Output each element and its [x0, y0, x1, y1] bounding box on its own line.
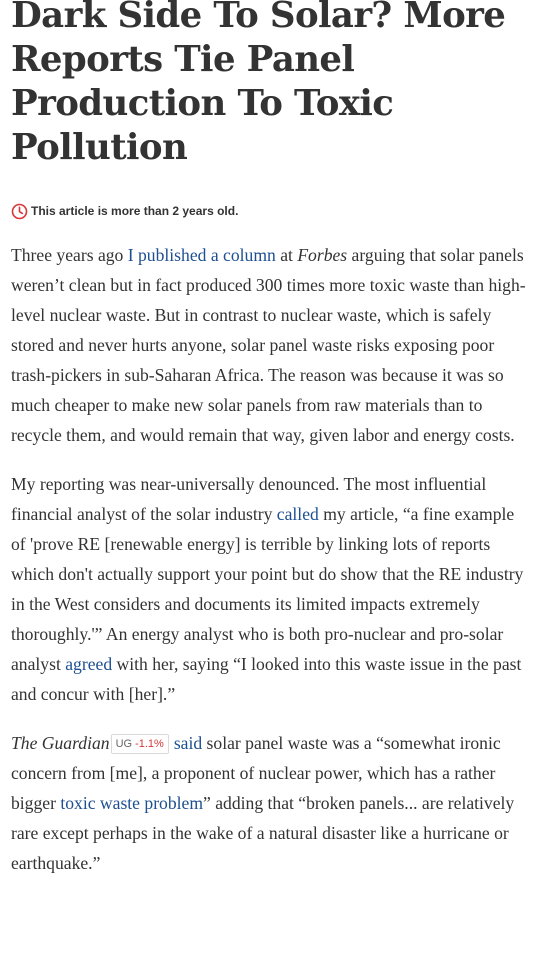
ticker-symbol: UG [115, 738, 133, 750]
headline-line-3: Production To Toxic [11, 83, 394, 124]
p2-text-2: my article, “a fine example of 'prove RE… [11, 504, 524, 674]
p1-text-2: at [275, 245, 298, 265]
p3-text-2: ” adding that “broken panels... are rela… [11, 793, 515, 873]
p1-text-3: arguing that solar panels weren’t clean … [11, 245, 526, 445]
agreed-link[interactable]: agreed [65, 654, 113, 674]
article-age-notice: This article is more than 2 years old. [11, 202, 527, 220]
ticker-change: -1.1% [135, 738, 164, 750]
article-age-text: This article is more than 2 years old. [31, 204, 239, 218]
article: Dark Side To Solar? More Reports Tie Pan… [11, 0, 527, 878]
publication-the-guardian: The Guardian [11, 733, 110, 753]
said-link[interactable]: said [173, 733, 203, 753]
paragraph-2: My reporting was near-universally denoun… [11, 469, 527, 709]
p3-text-1: solar panel waste was a “somewhat ironic… [11, 733, 501, 813]
p2-text-1: My reporting was near-universally denoun… [11, 474, 487, 524]
stock-ticker-badge[interactable]: UG -1.1% [110, 734, 169, 754]
publication-forbes: Forbes [297, 245, 348, 265]
paragraph-1: Three years ago I published a column at … [11, 240, 527, 450]
headline: Dark Side To Solar? More Reports Tie Pan… [11, 0, 527, 170]
p1-text-1: Three years ago [11, 245, 128, 265]
headline-line-1: Dark Side To Solar? More [11, 0, 506, 36]
p2-text-3: with her, saying “I looked into this was… [11, 654, 522, 704]
published-column-link[interactable]: I published a column [127, 245, 276, 265]
paragraph-3: The Guardian UG -1.1% said solar panel wast… [11, 728, 527, 878]
clock-icon [11, 203, 28, 219]
headline-line-2: Reports Tie Panel [11, 39, 355, 80]
toxic-waste-problem-link[interactable]: toxic waste problem [60, 793, 204, 813]
headline-line-4: Pollution [11, 127, 188, 168]
called-link[interactable]: called [276, 504, 319, 524]
